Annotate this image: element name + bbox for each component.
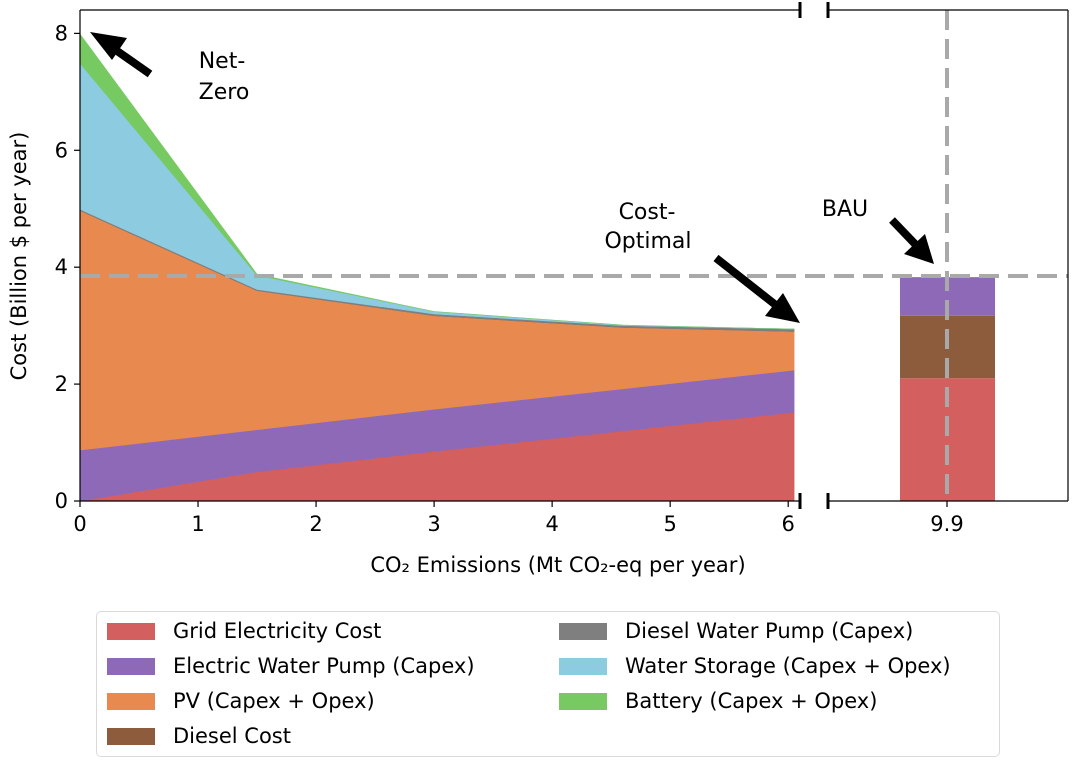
arrow-cost-optimal-head [765,293,800,323]
x-tick-label: 2 [309,512,322,536]
ticks: 0 2 4 6 8 0 1 2 3 4 5 6 9.9 [55,21,964,536]
chart: 0 2 4 6 8 0 1 2 3 4 5 6 9.9 Cost (Billion $ per year… [7,2,1069,577]
x-tick-label: 0 [73,512,86,536]
area-battery-capex-opex [79,33,795,330]
annotation-cost-optimal-line2: Optimal [604,229,691,254]
x-tick-label: 5 [663,512,676,536]
legend-item-diesel-cost: Diesel Cost [107,719,291,753]
legend-label: Grid Electricity Cost [173,619,382,643]
legend-label: PV (Capex + Opex) [173,689,375,713]
arrows [90,32,934,323]
axes [79,2,1069,509]
x-tick-label: 4 [545,512,558,536]
x-axis-label: CO₂ Emissions (Mt CO₂-eq per year) [370,553,745,577]
annotation-bau: BAU [822,197,868,222]
x-tick-label-bau: 9.9 [930,512,963,536]
arrow-net-zero-head [90,32,127,60]
legend-swatch [107,692,155,710]
annotation-net-zero-line1: Net- [199,49,246,74]
y-tick-label: 2 [55,372,68,396]
legend-label: Water Storage (Capex + Opex) [625,654,951,678]
legend-label: Diesel Cost [173,724,291,748]
y-tick-label: 6 [55,138,68,162]
legend-item-battery-capex-opex: Battery (Capex + Opex) [559,684,877,718]
x-tick-label: 1 [191,512,204,536]
legend-swatch [107,622,155,640]
y-tick-label: 0 [55,489,68,513]
x-tick-label: 3 [427,512,440,536]
legend: Grid Electricity Cost Electric Water Pump… [96,611,1000,757]
legend-item-electric-water-pump-capex: Electric Water Pump (Capex) [107,649,475,683]
legend-swatch [559,657,607,675]
legend-swatch [107,657,155,675]
y-axis-label: Cost (Billion $ per year) [7,132,31,381]
arrow-cost-optimal [713,254,780,310]
y-tick-label: 4 [55,255,68,279]
legend-label: Diesel Water Pump (Capex) [625,619,914,643]
legend-item-pv-capex-opex: PV (Capex + Opex) [107,684,375,718]
arrow-bau-head [904,234,934,264]
annotation-cost-optimal-line1: Cost- [619,200,676,225]
x-tick-label: 6 [782,512,795,536]
annotation-net-zero-line2: Zero [199,80,250,105]
legend-item-diesel-water-pump-capex: Diesel Water Pump (Capex) [559,614,913,648]
legend-item-water-storage-capex-opex: Water Storage (Capex + Opex) [559,649,951,683]
y-tick-label: 8 [55,21,68,45]
stacked-area-series [79,33,795,502]
legend-label: Battery (Capex + Opex) [625,689,878,713]
legend-label: Electric Water Pump (Capex) [173,654,475,678]
reference-lines [80,10,1068,501]
legend-item-grid-electricity-cost: Grid Electricity Cost [107,614,381,648]
legend-swatch [107,727,155,745]
legend-swatch [559,622,607,640]
arrow-bau [889,217,919,248]
legend-swatch [559,692,607,710]
